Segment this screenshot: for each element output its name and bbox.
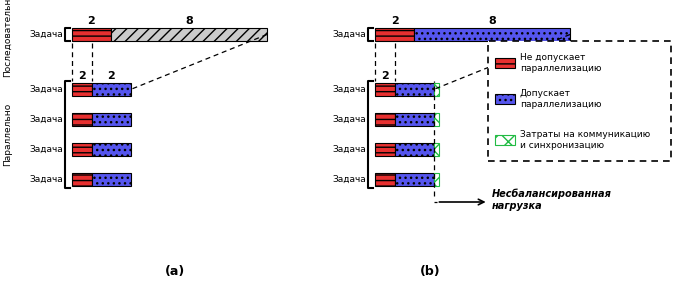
Bar	[72, 28, 111, 41]
Text: 2: 2	[88, 16, 95, 26]
Text: 8: 8	[185, 16, 193, 26]
Bar	[495, 94, 515, 104]
Bar	[375, 173, 394, 186]
Bar	[72, 83, 92, 96]
Bar	[92, 173, 130, 186]
Bar	[433, 173, 439, 186]
Text: Задача: Задача	[29, 115, 63, 124]
Bar	[375, 143, 394, 156]
Text: 8: 8	[488, 16, 496, 26]
Bar	[375, 113, 394, 126]
Bar	[92, 83, 130, 96]
Text: Затраты на коммуникацию
и синхронизацию: Затраты на коммуникацию и синхронизацию	[520, 130, 650, 150]
Bar	[72, 113, 92, 126]
Text: (b): (b)	[420, 265, 440, 278]
Text: Параллельно: Параллельно	[3, 103, 13, 166]
Text: Задача: Задача	[332, 145, 366, 154]
Text: Задача: Задача	[332, 30, 366, 39]
Text: Задача: Задача	[29, 85, 63, 94]
Text: Задача: Задача	[332, 85, 366, 94]
Bar	[72, 173, 92, 186]
Text: 2: 2	[107, 71, 115, 81]
Text: Задача: Задача	[332, 115, 366, 124]
Text: Задача: Задача	[29, 175, 63, 184]
Bar	[433, 83, 439, 96]
Text: Задача: Задача	[29, 145, 63, 154]
Bar	[433, 143, 439, 156]
Bar	[433, 113, 439, 126]
Text: 2: 2	[78, 71, 86, 81]
Bar	[495, 135, 515, 145]
Bar	[72, 143, 92, 156]
Bar	[495, 58, 515, 68]
Text: (a): (a)	[165, 265, 185, 278]
Text: 2: 2	[391, 16, 398, 26]
Text: Последовательно: Последовательно	[3, 0, 13, 77]
Bar	[394, 143, 433, 156]
Bar	[111, 28, 267, 41]
Text: Допускает
параллелизацию: Допускает параллелизацию	[520, 89, 601, 109]
Bar	[394, 83, 433, 96]
FancyBboxPatch shape	[488, 41, 671, 161]
Bar	[414, 28, 570, 41]
Text: 2: 2	[381, 71, 389, 81]
Text: Задача: Задача	[332, 175, 366, 184]
Text: Задача: Задача	[29, 30, 63, 39]
Text: Не допускает
параллелизацию: Не допускает параллелизацию	[520, 53, 601, 73]
Bar	[375, 83, 394, 96]
Bar	[375, 28, 414, 41]
Bar	[394, 113, 433, 126]
Bar	[92, 143, 130, 156]
Bar	[92, 113, 130, 126]
Bar	[394, 173, 433, 186]
Text: Несбалансированная
нагрузка: Несбалансированная нагрузка	[491, 189, 612, 211]
